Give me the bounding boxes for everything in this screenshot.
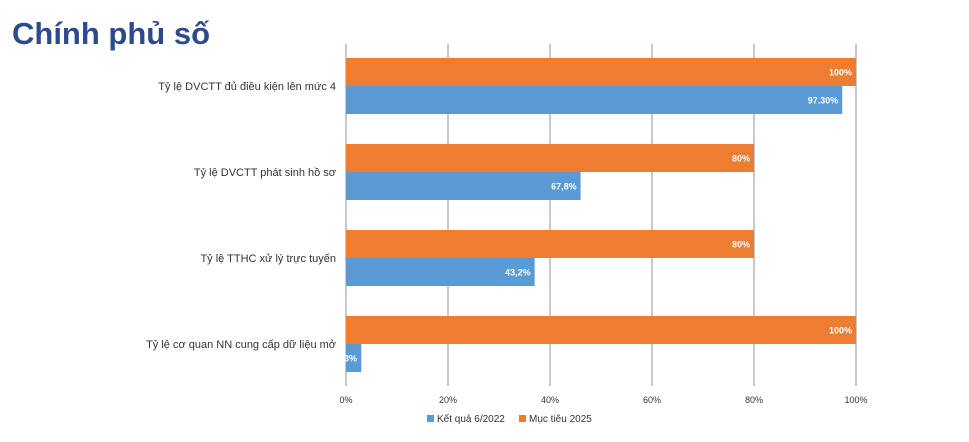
bar-data-label: 3% bbox=[344, 354, 357, 364]
x-tick-label: 40% bbox=[541, 395, 559, 405]
x-axis-ticks: 0% 20% 40% 60% 80% 100% bbox=[339, 395, 867, 405]
bar-data-label: 80% bbox=[732, 240, 750, 250]
bar-data-label: 100% bbox=[829, 68, 852, 78]
bars: 100% 97.30% 80% 67,8% 80% 43,2% 100% 3% bbox=[344, 58, 856, 372]
x-tick-label: 0% bbox=[339, 395, 352, 405]
category-label: Tỷ lệ DVCTT phát sinh hồ sơ bbox=[194, 167, 336, 179]
bar-result bbox=[346, 344, 362, 372]
bar-data-label: 43,2% bbox=[505, 268, 531, 278]
bar-data-label: 67,8% bbox=[551, 182, 577, 192]
bar-target bbox=[346, 144, 754, 172]
bar-data-label: 80% bbox=[732, 154, 750, 164]
bar-target bbox=[346, 58, 856, 86]
x-tick-label: 100% bbox=[844, 395, 867, 405]
category-label: Tỷ lệ cơ quan NN cung cấp dữ liệu mở bbox=[146, 339, 336, 351]
legend-label: Kết quả 6/2022 bbox=[437, 413, 505, 425]
bar-result bbox=[346, 86, 843, 114]
bar-result bbox=[346, 172, 581, 200]
bar-target bbox=[346, 230, 754, 258]
bar-target bbox=[346, 316, 856, 344]
page-title: Chính phủ số bbox=[12, 16, 211, 51]
legend-swatch bbox=[427, 415, 434, 422]
category-label: Tỷ lệ TTHC xử lý trực tuyến bbox=[200, 253, 336, 265]
x-tick-label: 80% bbox=[745, 395, 763, 405]
legend-swatch bbox=[519, 415, 526, 422]
legend: Kết quả 6/2022 Mục tiêu 2025 bbox=[427, 413, 592, 425]
bar-data-label: 97.30% bbox=[808, 96, 839, 106]
category-labels: Tỷ lệ DVCTT đủ điều kiện lên mức 4 Tỷ lệ … bbox=[146, 81, 336, 351]
bar-result bbox=[346, 258, 535, 286]
x-tick-label: 20% bbox=[439, 395, 457, 405]
category-label: Tỷ lệ DVCTT đủ điều kiện lên mức 4 bbox=[158, 81, 336, 93]
legend-label: Mục tiêu 2025 bbox=[529, 414, 592, 425]
bar-data-label: 100% bbox=[829, 326, 852, 336]
x-tick-label: 60% bbox=[643, 395, 661, 405]
